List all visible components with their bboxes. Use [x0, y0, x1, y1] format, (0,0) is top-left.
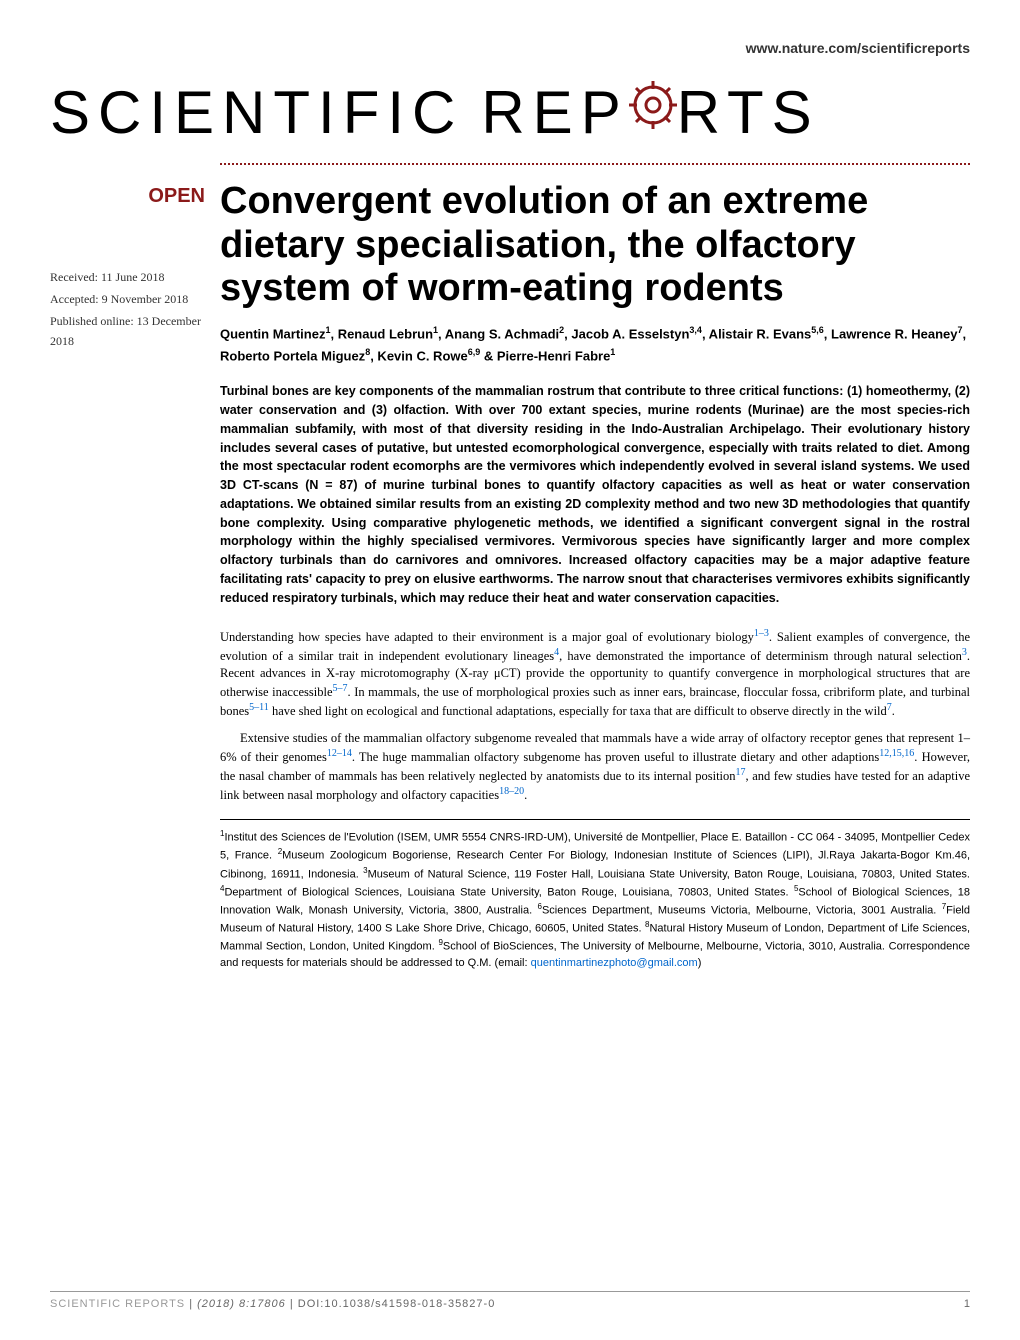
- footer-doi: DOI:10.1038/s41598-018-35827-0: [298, 1298, 496, 1310]
- footer-page-number: 1: [964, 1298, 970, 1310]
- footer-citation: SCIENTIFIC REPORTS | (2018) 8:17806 | DO…: [50, 1298, 495, 1310]
- publication-dates: Received: 11 June 2018 Accepted: 9 Novem…: [50, 268, 205, 351]
- journal-name-part3: RTS: [677, 78, 820, 147]
- journal-name-part1: SCIENTIFIC: [50, 78, 463, 147]
- open-access-badge: OPEN: [50, 185, 205, 208]
- footer-journal: SCIENTIFIC REPORTS: [50, 1298, 185, 1310]
- date-accepted: Accepted: 9 November 2018: [50, 290, 205, 309]
- affiliations-divider: [220, 819, 970, 820]
- abstract-text: Turbinal bones are key components of the…: [220, 382, 970, 607]
- gear-icon: [624, 76, 682, 148]
- affiliations-text: 1Institut des Sciences de l'Evolution (I…: [220, 828, 970, 972]
- article-title: Convergent evolution of an extreme dieta…: [220, 180, 970, 311]
- body-paragraph-1: Understanding how species have adapted t…: [220, 627, 970, 720]
- body-paragraph-2: Extensive studies of the mammalian olfac…: [220, 730, 970, 804]
- journal-logo: SCIENTIFIC REP RTS: [50, 76, 970, 148]
- left-column: OPEN Received: 11 June 2018 Accepted: 9 …: [50, 180, 220, 972]
- date-published: Published online: 13 December 2018: [50, 312, 205, 350]
- page-footer: SCIENTIFIC REPORTS | (2018) 8:17806 | DO…: [50, 1291, 970, 1310]
- authors-list: Quentin Martinez1, Renaud Lebrun1, Anang…: [220, 323, 970, 367]
- journal-name-part2: REP: [481, 78, 628, 147]
- right-column: Convergent evolution of an extreme dieta…: [220, 180, 970, 972]
- footer-year-vol: (2018) 8:17806: [197, 1298, 286, 1310]
- dotted-divider: [220, 163, 970, 165]
- header-url: www.nature.com/scientificreports: [50, 40, 970, 56]
- date-received: Received: 11 June 2018: [50, 268, 205, 287]
